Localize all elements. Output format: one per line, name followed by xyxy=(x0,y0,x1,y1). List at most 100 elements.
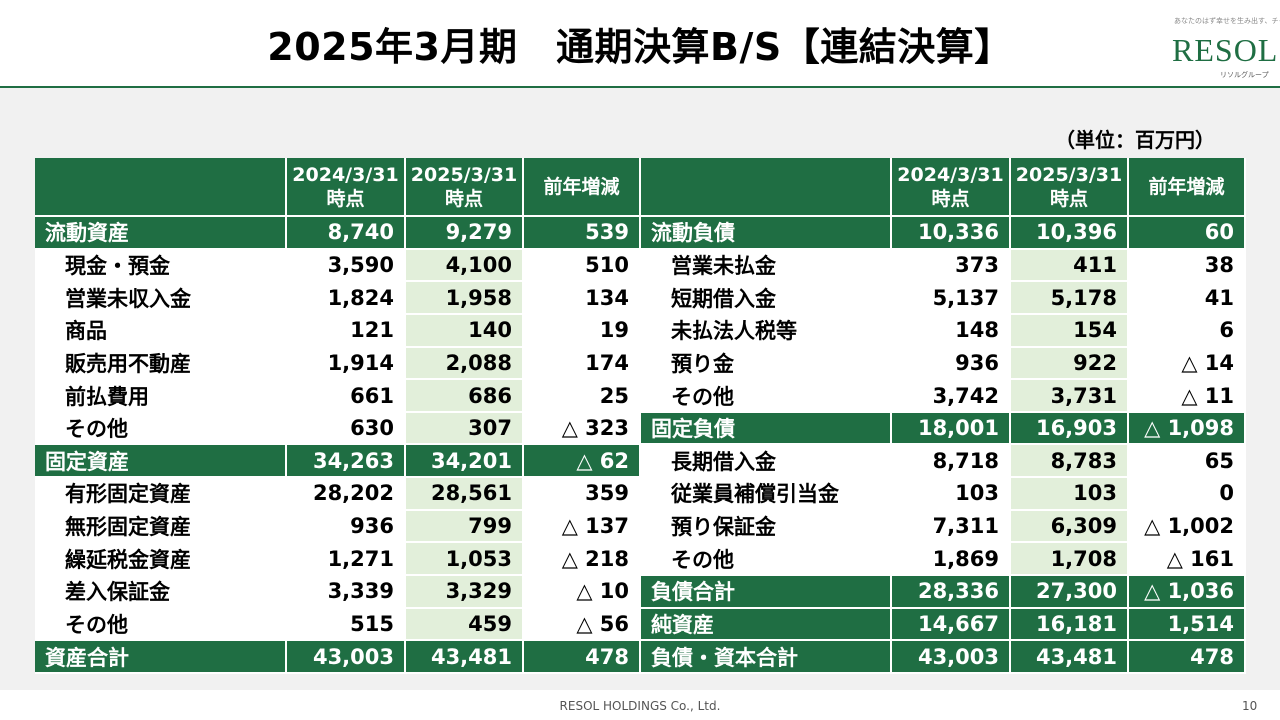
liability-curr-value: 103 xyxy=(1010,477,1129,511)
asset-item-label: その他 xyxy=(35,411,287,446)
asset-prev-value: 1,914 xyxy=(286,346,406,381)
liability-curr-value: 16,903 xyxy=(1010,411,1129,446)
header-curr-liabilities: 2025/3/31 時点 xyxy=(1010,158,1129,217)
asset-diff-value: 510 xyxy=(523,248,641,283)
header-prev-point: 時点 xyxy=(931,187,970,210)
asset-diff-value: △ 137 xyxy=(523,509,641,544)
liability-item-label: 預り保証金 xyxy=(640,509,892,544)
page-title: 2025年3月期 通期決算B/S【連結決算】 xyxy=(267,25,1013,69)
liability-curr-value: 43,481 xyxy=(1010,640,1129,674)
asset-curr-value: 1,958 xyxy=(405,281,524,315)
footer-company: RESOL HOLDINGS Co., Ltd. xyxy=(559,699,721,713)
liability-item-label: 負債合計 xyxy=(640,575,892,609)
asset-prev-value: 630 xyxy=(286,411,406,446)
asset-diff-value: △ 62 xyxy=(523,444,641,479)
asset-curr-value: 2,088 xyxy=(405,346,524,381)
liability-item-label: その他 xyxy=(640,542,892,577)
asset-diff-value: △ 56 xyxy=(523,607,641,642)
asset-prev-value: 3,590 xyxy=(286,248,406,283)
header-curr-point: 時点 xyxy=(444,187,483,210)
asset-prev-value: 34,263 xyxy=(286,444,406,479)
asset-item-label: 流動資産 xyxy=(35,216,287,250)
asset-diff-value: 478 xyxy=(523,640,641,674)
liability-curr-value: 1,708 xyxy=(1010,542,1129,577)
asset-diff-value: 174 xyxy=(523,346,641,381)
liability-prev-value: 103 xyxy=(891,477,1011,511)
liability-prev-value: 936 xyxy=(891,346,1011,381)
asset-item-label: 現金・預金 xyxy=(35,248,287,283)
liability-prev-value: 3,742 xyxy=(891,379,1011,413)
asset-diff-value: 19 xyxy=(523,313,641,348)
liability-item-label: 営業未払金 xyxy=(640,248,892,283)
asset-curr-value: 799 xyxy=(405,509,524,544)
liability-prev-value: 18,001 xyxy=(891,411,1011,446)
asset-curr-value: 4,100 xyxy=(405,248,524,283)
asset-diff-value: 359 xyxy=(523,477,641,511)
liability-diff-value: 1,514 xyxy=(1128,607,1246,642)
asset-item-label: 前払費用 xyxy=(35,379,287,413)
liability-item-label: 従業員補償引当金 xyxy=(640,477,892,511)
header-prev-liabilities: 2024/3/31 時点 xyxy=(891,158,1011,217)
liability-curr-value: 16,181 xyxy=(1010,607,1129,642)
liability-curr-value: 411 xyxy=(1010,248,1129,283)
table-row: 資産合計 43,003 43,481 478 負債・資本合計 43,003 43,481 47… xyxy=(35,640,1246,674)
asset-prev-value: 3,339 xyxy=(286,575,406,609)
resol-logo: あなたのはず幸せを生み出す、チャンスをつかむ RESOL リソルグループ xyxy=(1168,12,1280,79)
balance-sheet-table: 2024/3/31 時点 2025/3/31 時点 前年増減 2024/3/31… xyxy=(35,158,1246,674)
asset-item-label: 有形固定資産 xyxy=(35,477,287,511)
liability-diff-value: 6 xyxy=(1128,313,1246,348)
table-row: 差入保証金 3,339 3,329 △ 10 負債合計 28,336 27,300 △ 1,0… xyxy=(35,575,1246,609)
table-row: その他 630 307 △ 323 固定負債 18,001 16,903 △ 1,098 xyxy=(35,411,1246,446)
header-curr-point: 時点 xyxy=(1049,187,1088,210)
asset-curr-value: 28,561 xyxy=(405,477,524,511)
liability-prev-value: 14,667 xyxy=(891,607,1011,642)
liability-item-label: 短期借入金 xyxy=(640,281,892,315)
liability-curr-value: 3,731 xyxy=(1010,379,1129,413)
asset-item-label: 差入保証金 xyxy=(35,575,287,609)
liability-diff-value: △ 1,098 xyxy=(1128,411,1246,446)
asset-curr-value: 34,201 xyxy=(405,444,524,479)
table-header-row: 2024/3/31 時点 2025/3/31 時点 前年増減 2024/3/31… xyxy=(35,158,1246,217)
liability-diff-value: △ 161 xyxy=(1128,542,1246,577)
asset-diff-value: △ 323 xyxy=(523,411,641,446)
asset-prev-value: 661 xyxy=(286,379,406,413)
asset-prev-value: 121 xyxy=(286,313,406,348)
asset-prev-value: 43,003 xyxy=(286,640,406,674)
slide-header: 2025年3月期 通期決算B/S【連結決算】 あなたのはず幸せを生み出す、チャン… xyxy=(0,0,1280,86)
liability-item-label: その他 xyxy=(640,379,892,413)
header-diff-liabilities: 前年増減 xyxy=(1128,158,1246,217)
table-row: 営業未収入金 1,824 1,958 134 短期借入金 5,137 5,178 41 xyxy=(35,281,1246,315)
asset-curr-value: 1,053 xyxy=(405,542,524,577)
liability-diff-value: △ 11 xyxy=(1128,379,1246,413)
table-row: 販売用不動産 1,914 2,088 174 預り金 936 922 △ 14 xyxy=(35,346,1246,381)
asset-curr-value: 307 xyxy=(405,411,524,446)
header-curr-date: 2025/3/31 xyxy=(410,163,518,186)
liability-curr-value: 27,300 xyxy=(1010,575,1129,609)
asset-curr-value: 3,329 xyxy=(405,575,524,609)
liability-item-label: 長期借入金 xyxy=(640,444,892,479)
liability-prev-value: 373 xyxy=(891,248,1011,283)
header-prev-point: 時点 xyxy=(326,187,365,210)
asset-prev-value: 1,271 xyxy=(286,542,406,577)
asset-item-label: 営業未収入金 xyxy=(35,281,287,315)
table-row: 現金・預金 3,590 4,100 510 営業未払金 373 411 38 xyxy=(35,248,1246,283)
liability-item-label: 固定負債 xyxy=(640,411,892,446)
liability-item-label: 預り金 xyxy=(640,346,892,381)
page-number: 10 xyxy=(1242,699,1258,713)
liability-curr-value: 10,396 xyxy=(1010,216,1129,250)
asset-item-label: その他 xyxy=(35,607,287,642)
table-row: 商品 121 140 19 未払法人税等 148 154 6 xyxy=(35,313,1246,348)
header-diff-assets: 前年増減 xyxy=(523,158,641,217)
liability-diff-value: 38 xyxy=(1128,248,1246,283)
asset-item-label: 販売用不動産 xyxy=(35,346,287,381)
liability-diff-value: △ 14 xyxy=(1128,346,1246,381)
asset-curr-value: 686 xyxy=(405,379,524,413)
header-prev-assets: 2024/3/31 時点 xyxy=(286,158,406,217)
asset-item-label: 資産合計 xyxy=(35,640,287,674)
asset-diff-value: 134 xyxy=(523,281,641,315)
table-row: その他 515 459 △ 56 純資産 14,667 16,181 1,514 xyxy=(35,607,1246,642)
unit-label: （単位：百万円） xyxy=(1055,128,1215,152)
asset-curr-value: 140 xyxy=(405,313,524,348)
asset-curr-value: 9,279 xyxy=(405,216,524,250)
liability-item-label: 純資産 xyxy=(640,607,892,642)
